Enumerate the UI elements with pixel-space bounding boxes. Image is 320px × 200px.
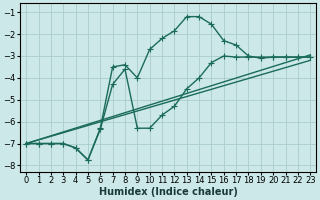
X-axis label: Humidex (Indice chaleur): Humidex (Indice chaleur) bbox=[99, 187, 238, 197]
